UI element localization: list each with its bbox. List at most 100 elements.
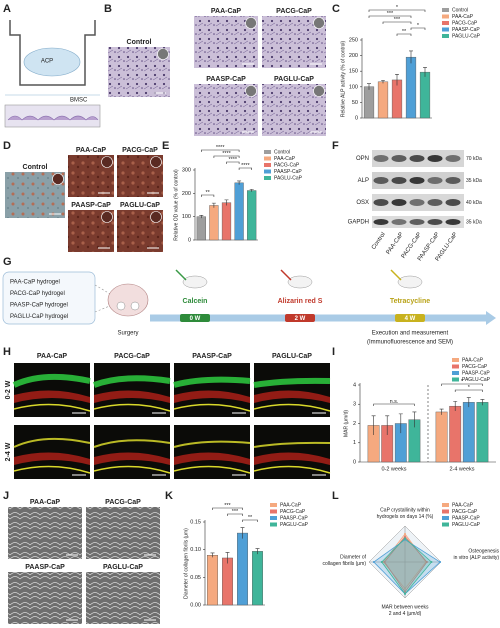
y-tick-label: 100 <box>182 214 191 220</box>
image-label: PACG-CaP <box>276 8 312 15</box>
significance-bracket <box>396 33 412 36</box>
significance-bracket <box>226 161 240 164</box>
protein-label: GAPDH <box>348 220 369 226</box>
axis-label: collagen fibrils (μm) <box>323 561 367 567</box>
significance-bracket <box>373 403 415 406</box>
fluorescence-image <box>174 425 250 479</box>
axis-label: hydrogels on days 14 (%) <box>377 514 434 520</box>
radar-point <box>380 561 383 563</box>
error-bar <box>367 83 371 90</box>
micrograph <box>86 572 160 624</box>
error-bar <box>453 401 458 411</box>
fluorescence-signal <box>253 403 331 412</box>
inset-photo <box>101 156 113 168</box>
legend-label: PACG-CaP <box>280 509 306 515</box>
radar-point <box>439 561 442 563</box>
significance-bracket <box>368 15 412 18</box>
axis-label: Diameter of <box>340 554 366 560</box>
fluorescence-image <box>254 363 330 417</box>
bar <box>196 216 206 241</box>
fluorescence-signal <box>14 452 90 465</box>
error-bar <box>224 199 229 206</box>
size-label: 35 kDa <box>466 178 482 184</box>
legend-label: Control <box>452 7 468 13</box>
significance-label: **** <box>216 145 225 151</box>
legend-swatch <box>442 503 449 507</box>
stage-time: 2 W <box>295 316 306 322</box>
image-label: PAASP-CaP <box>25 564 65 571</box>
legend-swatch <box>270 503 277 507</box>
significance-label: n.s. <box>390 399 399 405</box>
legend-swatch <box>264 169 271 174</box>
image-label: Control <box>23 164 48 171</box>
y-axis-label: Diameter of collagen fibrils (μm) <box>183 528 189 599</box>
blot-band <box>391 177 407 184</box>
fluorescence-signal <box>173 376 251 388</box>
fluorescence-image <box>14 363 90 417</box>
legend-swatch <box>264 150 271 154</box>
significance-bracket <box>454 389 483 392</box>
y-tick-label: 0.10 <box>190 547 201 553</box>
significance-label: ** <box>205 190 210 196</box>
blot-band <box>445 199 461 206</box>
transwell-diagram <box>4 20 101 128</box>
legend-label: PAASP-CaP <box>462 370 490 376</box>
significance-bracket <box>410 27 426 30</box>
panel-label: C <box>332 3 340 15</box>
legend-label: PAASP-CaP <box>452 27 480 33</box>
timeline-diagram <box>2 269 496 325</box>
cells-label: BMSC <box>70 98 88 104</box>
column-label: PAA-CaP <box>37 353 68 360</box>
legend-swatch <box>264 163 271 167</box>
error-bar <box>240 527 245 539</box>
inset-photo <box>150 156 162 168</box>
protein-label: ALP <box>358 178 369 184</box>
execution-label: Execution and measurement <box>372 331 449 337</box>
error-bar <box>423 67 427 77</box>
legend-label: PAASP-CaP <box>452 515 480 521</box>
fluorescence-signal <box>253 441 331 448</box>
y-tick-label: 0.00 <box>190 602 201 608</box>
y-tick-label: 200 <box>182 191 191 197</box>
legend-swatch <box>442 522 449 527</box>
y-tick-label: 250 <box>349 37 358 43</box>
fluorescence-image <box>94 425 170 479</box>
legend-swatch <box>452 358 459 362</box>
fluorescence-image <box>174 363 250 417</box>
fluorescence-image <box>94 363 170 417</box>
significance-bracket <box>201 194 215 197</box>
significance-label: * <box>468 385 471 391</box>
legend-swatch <box>442 14 449 19</box>
column-label: PACG-CaP <box>114 353 150 360</box>
legend-swatch <box>442 516 449 520</box>
radar-point <box>383 561 386 563</box>
significance-label: **** <box>222 151 231 157</box>
axis-label: in vitro (ALP activity) <box>454 555 500 561</box>
legend-swatch <box>270 516 277 520</box>
image-label: PAGLU-CaP <box>274 76 314 83</box>
blot-band <box>427 177 443 184</box>
inset-photo <box>157 48 169 60</box>
significance-bracket <box>227 513 243 516</box>
error-bar <box>480 399 485 406</box>
significance-label: *** <box>224 503 231 509</box>
y-axis-label: Relative ALP activity (% of control) <box>340 41 346 118</box>
legend-label: PAA-CaP <box>452 14 474 20</box>
y-tick-label: 300 <box>182 167 191 173</box>
hydrogel-label: PAASP-CaP hydrogel <box>10 303 68 309</box>
blot-band <box>373 177 389 184</box>
lane-label: PAA-CaP <box>386 232 405 256</box>
fluorescence-signal <box>173 403 251 412</box>
blot-band <box>427 219 443 225</box>
blot-band <box>445 155 461 162</box>
y-tick-label: 0 <box>355 115 358 121</box>
image-label: PAGLU-CaP <box>103 564 143 571</box>
fluorescence-signal <box>254 452 330 465</box>
error-bar <box>398 413 403 434</box>
size-label: 40 kDa <box>466 200 482 206</box>
significance-label: *** <box>387 11 394 17</box>
significance-label: *** <box>394 17 401 23</box>
fluorescence-signal <box>93 465 171 474</box>
fluorescence-signal <box>13 403 91 412</box>
bar <box>435 411 448 463</box>
